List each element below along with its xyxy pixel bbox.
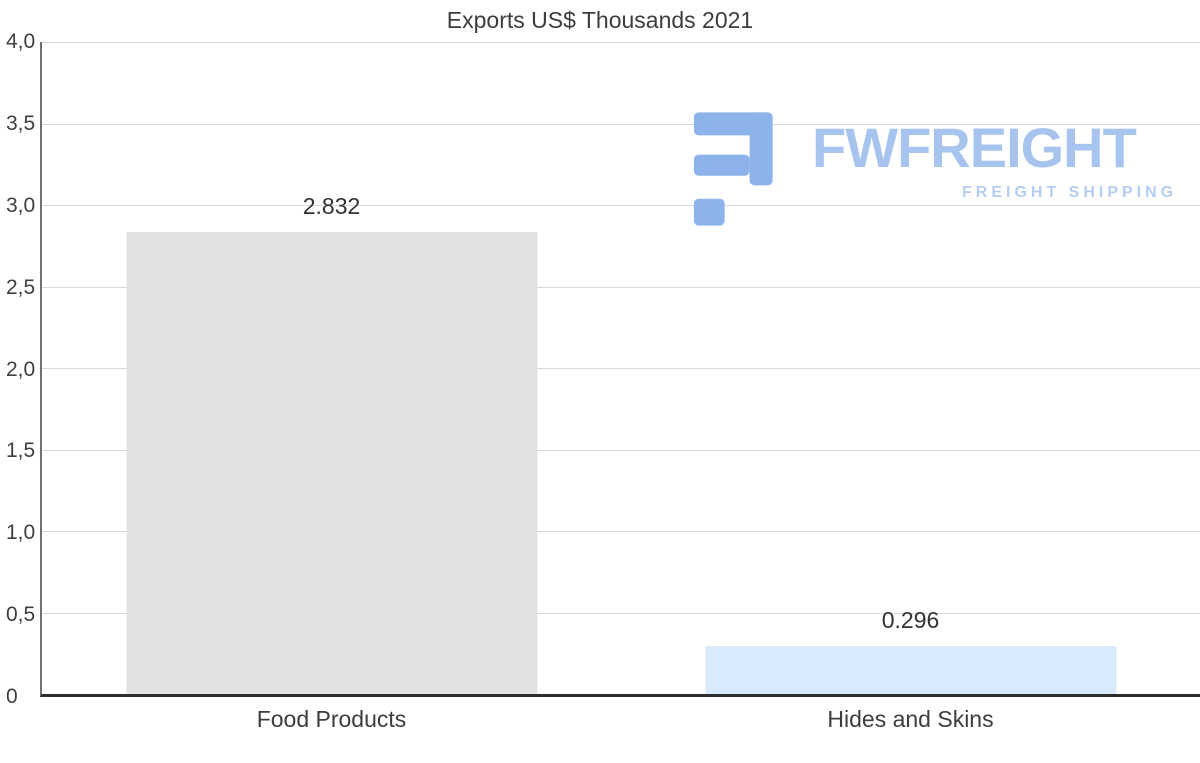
bar-slot: 0.296 Hides and Skins xyxy=(621,42,1200,732)
bar-slot: 2.832 Food Products xyxy=(42,42,621,732)
bar-value-label: 2.832 xyxy=(302,193,361,220)
gridline xyxy=(42,449,1200,451)
y-tick-label: 0,5 xyxy=(6,603,36,627)
chart-title: Exports US$ Thousands 2021 xyxy=(446,7,754,33)
bar xyxy=(125,232,538,694)
gridline xyxy=(42,42,1200,43)
y-tick-label: 2,0 xyxy=(6,357,36,381)
y-tick-label: 0 xyxy=(6,685,18,708)
brand-logo: FWFREIGHT FREIGHT SHIPPING xyxy=(692,110,1177,228)
y-tick-label: 3,0 xyxy=(6,193,36,217)
logo-tagline-text: FREIGHT SHIPPING xyxy=(962,184,1178,201)
logo-text-block: FWFREIGHT FREIGHT SHIPPING xyxy=(812,110,1177,202)
gridline xyxy=(42,123,1200,125)
gridline xyxy=(42,286,1200,288)
y-tick-label: 1,5 xyxy=(6,439,36,463)
logo-brand-text: FWFREIGHT xyxy=(812,116,1137,179)
gridline xyxy=(42,612,1200,614)
gridline xyxy=(42,531,1200,532)
x-category-label: Hides and Skins xyxy=(827,706,994,732)
gridline xyxy=(42,205,1200,206)
y-tick-label: 2,5 xyxy=(6,275,36,299)
bar-value-label: 0.296 xyxy=(881,606,940,633)
y-axis: 4,0 3,5 3,0 2,5 2,0 1,5 1,0 0,5 0 xyxy=(0,30,40,708)
plot-area: 2.832 Food Products 0.296 Hides and Skin… xyxy=(40,42,1200,732)
y-tick-label: 1,0 xyxy=(6,521,36,545)
x-category-label: Food Products xyxy=(256,706,407,732)
gridline xyxy=(42,368,1200,369)
fwfreight-logo-icon xyxy=(693,112,773,226)
bar xyxy=(704,645,1117,694)
y-tick-label: 3,5 xyxy=(6,111,36,135)
y-tick-label: 4,0 xyxy=(6,30,36,53)
